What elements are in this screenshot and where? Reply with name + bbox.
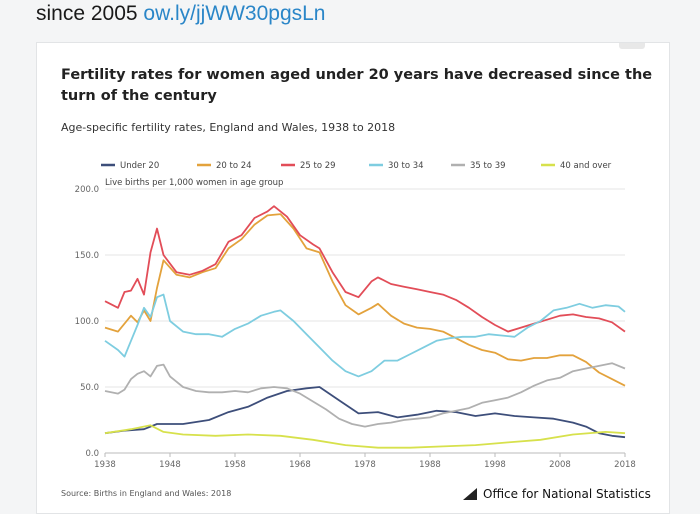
x-tick-label: 1948	[159, 460, 181, 470]
x-tick-label: 2008	[549, 460, 571, 470]
chart-source: Source: Births in England and Wales: 201…	[61, 489, 232, 498]
y-axis-label: Live births per 1,000 women in age group	[105, 178, 283, 188]
y-tick-label: 50.0	[80, 383, 99, 393]
ons-logo-mark-icon	[463, 488, 477, 500]
legend-label: Under 20	[120, 161, 159, 171]
x-tick-label: 1998	[484, 460, 506, 470]
x-tick-label: 2018	[614, 460, 636, 470]
chart-title: Fertility rates for women aged under 20 …	[61, 67, 653, 104]
series-line-35-to-39	[104, 362, 626, 428]
y-tick-label: 200.0	[75, 185, 99, 195]
ons-logo: Office for National Statistics	[463, 487, 651, 501]
chart-subtitle: Age-specific fertility rates, England an…	[61, 121, 396, 134]
series-line-25-to-29	[104, 205, 626, 333]
tweet-text: since 2005 ow.ly/jjWW30pgsLn	[36, 2, 326, 26]
x-tick-label: 1988	[419, 460, 441, 470]
x-tick-label: 1978	[354, 460, 376, 470]
series-line-30-to-34	[104, 293, 626, 378]
x-tick-label: 1958	[224, 460, 246, 470]
legend-label: 25 to 29	[300, 161, 336, 171]
y-tick-label: 150.0	[75, 251, 99, 261]
series-line-20-to-24	[104, 213, 626, 387]
legend-label: 30 to 34	[388, 161, 424, 171]
legend-label: 20 to 24	[216, 161, 252, 171]
tweet-text-prefix: since 2005	[36, 2, 144, 25]
x-axis-ticks: 1938 1948 1958 1968 1978 1988 1998 2008 2018	[94, 453, 636, 470]
x-tick-label: 1968	[289, 460, 311, 470]
tweet-link[interactable]: ow.ly/jjWW30pgsLn	[143, 2, 326, 25]
ons-logo-text: Office for National Statistics	[483, 487, 651, 501]
legend-label: 40 and over	[560, 161, 612, 171]
card-corner-mark	[619, 43, 645, 49]
legend-label: 35 to 39	[470, 161, 506, 171]
x-tick-label: 1938	[94, 460, 116, 470]
chart-card: Fertility rates for women aged under 20 …	[36, 42, 670, 514]
series-line-under-20	[104, 386, 626, 439]
chart-legend: Under 20 20 to 24 25 to 29 30 to 34 35 to 39…	[101, 161, 612, 171]
series-line-40-and-over	[104, 424, 626, 449]
y-tick-label: 0.0	[85, 449, 99, 459]
fertility-line-chart: Under 20 20 to 24 25 to 29 30 to 34 35 to 39…	[75, 161, 636, 470]
y-axis-ticks: 0.0 50.0 100.0 150.0 200.0	[75, 185, 99, 459]
chart-series	[104, 205, 626, 449]
y-tick-label: 100.0	[75, 317, 99, 327]
